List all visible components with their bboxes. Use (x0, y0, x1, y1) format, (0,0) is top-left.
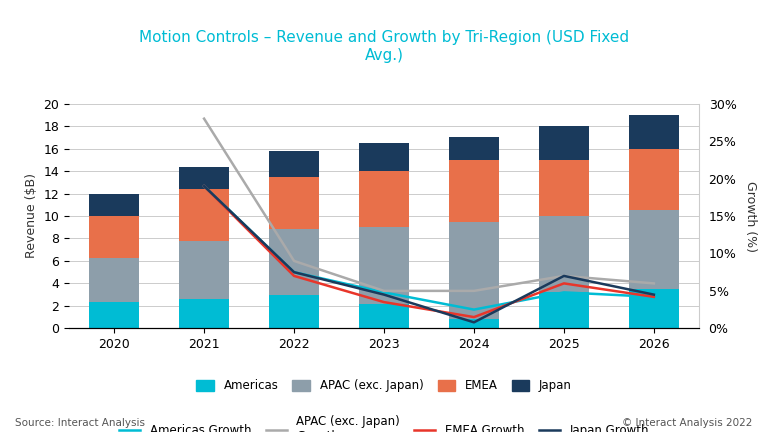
Bar (629, 149, 679, 210)
Bar (449, 319, 498, 328)
Bar (359, 304, 409, 328)
Bar (270, 229, 319, 295)
Bar (539, 216, 588, 292)
Bar (179, 299, 229, 328)
Bar (629, 115, 679, 149)
Bar (539, 160, 588, 216)
Bar (359, 171, 409, 227)
Bar (179, 189, 229, 241)
Bar (449, 137, 498, 160)
Y-axis label: Revenue ($B): Revenue ($B) (25, 174, 38, 258)
Bar (270, 177, 319, 229)
Text: Motion Controls – Revenue and Growth by Tri-Region (USD Fixed
Avg.): Motion Controls – Revenue and Growth by … (139, 30, 629, 63)
Bar (89, 194, 139, 216)
Bar (449, 160, 498, 222)
Bar (89, 216, 139, 257)
Bar (359, 227, 409, 304)
Bar (539, 126, 588, 160)
Bar (89, 257, 139, 302)
Bar (89, 302, 139, 328)
Bar (270, 151, 319, 177)
Bar (449, 222, 498, 319)
Bar (539, 292, 588, 328)
Bar (629, 289, 679, 328)
Bar (179, 241, 229, 299)
Bar (629, 210, 679, 289)
Bar (359, 143, 409, 171)
Text: © Interact Analysis 2022: © Interact Analysis 2022 (622, 418, 753, 428)
Bar (179, 167, 229, 189)
Text: Source: Interact Analysis: Source: Interact Analysis (15, 418, 145, 428)
Bar (270, 295, 319, 328)
Y-axis label: Growth (%): Growth (%) (744, 181, 757, 251)
Legend: Americas Growth, APAC (exc. Japan)
Growth, EMEA Growth, Japan Growth: Americas Growth, APAC (exc. Japan) Growt… (114, 410, 654, 432)
